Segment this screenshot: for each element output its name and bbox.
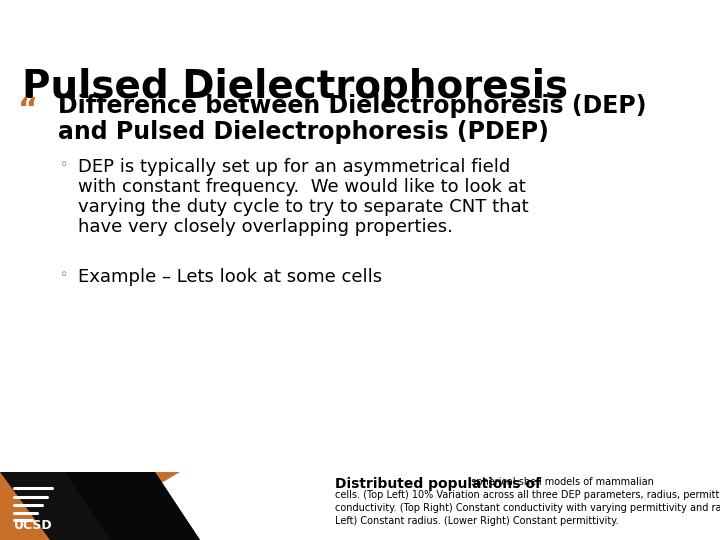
Polygon shape [0, 472, 720, 540]
Text: “: “ [18, 96, 38, 125]
Text: DEP is typically set up for an asymmetrical field: DEP is typically set up for an asymmetri… [78, 158, 510, 176]
Text: varying the duty cycle to try to separate CNT that: varying the duty cycle to try to separat… [78, 198, 528, 216]
Polygon shape [65, 472, 200, 540]
Text: ◦: ◦ [60, 268, 68, 282]
Text: with constant frequency.  We would like to look at: with constant frequency. We would like t… [78, 178, 526, 196]
Polygon shape [0, 472, 200, 540]
Text: UCSD: UCSD [14, 519, 53, 532]
Text: and Pulsed Dielectrophoresis (PDEP): and Pulsed Dielectrophoresis (PDEP) [58, 120, 549, 144]
Text: cells. (Top Left) 10% Variation across all three DEP parameters, radius, permitt: cells. (Top Left) 10% Variation across a… [335, 490, 720, 500]
Text: spherical shell models of mammalian: spherical shell models of mammalian [468, 477, 654, 487]
Polygon shape [65, 472, 720, 540]
Text: Difference between Dielectrophoresis (DEP): Difference between Dielectrophoresis (DE… [58, 94, 646, 118]
Text: Distributed populations of: Distributed populations of [335, 477, 541, 491]
Text: conductivity. (Top Right) Constant conductivity with varying permittivity and ra: conductivity. (Top Right) Constant condu… [335, 503, 720, 513]
Text: Left) Constant radius. (Lower Right) Constant permittivity.: Left) Constant radius. (Lower Right) Con… [335, 516, 618, 526]
Text: Pulsed Dielectrophoresis: Pulsed Dielectrophoresis [22, 68, 568, 105]
Text: have very closely overlapping properties.: have very closely overlapping properties… [78, 218, 453, 236]
Text: Example – Lets look at some cells: Example – Lets look at some cells [78, 268, 382, 286]
Text: ◦: ◦ [60, 158, 68, 172]
